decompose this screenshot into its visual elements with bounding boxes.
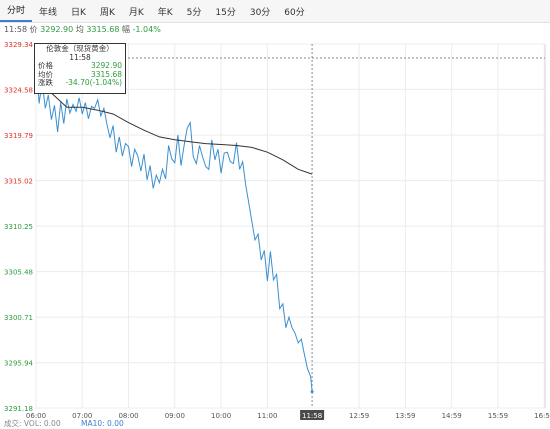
info-avg: 3315.68: [86, 25, 120, 34]
info-price: 3292.90: [40, 25, 74, 34]
tooltip-price-label: 价格: [38, 61, 53, 71]
x-tick-label: 07:00: [72, 412, 92, 420]
tooltip-avg-value: 3315.68: [90, 69, 122, 79]
chart-grid: [35, 43, 546, 409]
tooltip-change-value: -34.70(-1.04%): [65, 78, 122, 88]
period-tab-bar: 分时 年线 日K 周K 月K 年K 5分 15分 30分 60分: [0, 0, 550, 23]
tab-weekly-k[interactable]: 周K: [99, 8, 115, 18]
tab-5min[interactable]: 5分: [186, 8, 202, 18]
y-tick-label: 3329.34: [4, 41, 33, 49]
tooltip-time: 11:58: [69, 52, 91, 62]
x-tick-label: 08:00: [118, 412, 138, 420]
tab-15min[interactable]: 15分: [215, 8, 236, 18]
info-avg-label: 均: [75, 25, 84, 34]
tooltip-row-change: 涨跌 -34.70(-1.04%): [38, 79, 122, 88]
tooltip-row-avg: 均价 3315.68: [38, 69, 122, 80]
average-series-line: [35, 79, 313, 175]
y-tick-label: 3300.71: [4, 314, 33, 322]
y-tick-label: 3295.94: [4, 360, 33, 368]
y-tick-label: 3310.25: [4, 223, 33, 231]
volume-ma10: MA10: 0.00: [81, 419, 124, 428]
chart-series: [35, 57, 313, 392]
x-tick-label: 16:59: [534, 412, 550, 420]
tab-daily-k[interactable]: 日K: [71, 8, 86, 18]
tooltip-avg-label: 均价: [38, 69, 53, 79]
info-time: 11:58: [4, 25, 28, 34]
info-price-label: 价: [29, 25, 38, 34]
tab-yearly-k[interactable]: 年K: [157, 8, 173, 18]
info-chg-label: 幅: [121, 25, 130, 34]
price-series-line: [35, 57, 313, 392]
y-axis-labels: 3329.34 3324.58 3319.79 3315.02 3310.25 3305.…: [4, 41, 33, 413]
y-tick-label: 3291.18: [4, 405, 33, 413]
x-tick-label: 10:00: [211, 412, 231, 420]
tab-30min[interactable]: 30分: [249, 8, 271, 18]
x-tick-label: 15:59: [488, 412, 508, 420]
tooltip-change-label: 涨跌: [38, 78, 53, 88]
tooltip-row-price: 价格 3292.90: [38, 62, 122, 71]
tab-60min[interactable]: 60分: [284, 8, 305, 18]
quote-tooltip: 伦敦金（现货黄金） 11:58 价格 3292.90 均价 3315.68 涨跌…: [34, 43, 126, 94]
tab-monthly-k[interactable]: 月K: [128, 8, 144, 18]
volume-info: 成交: VOL: 0.00 MA10: 0.00: [4, 418, 124, 429]
x-tick-label: 14:59: [442, 412, 462, 420]
y-tick-label: 3315.02: [4, 178, 33, 186]
x-tick-label: 11:58: [302, 412, 322, 420]
y-tick-label: 3305.48: [4, 269, 33, 277]
current-time-badge: [300, 410, 325, 420]
volume-label: 成交: VOL: 0.00: [4, 419, 61, 428]
tab-intraday[interactable]: 分时: [0, 2, 33, 22]
tab-year-line[interactable]: 年线: [39, 8, 58, 18]
x-tick-label: 12:59: [349, 412, 369, 420]
tooltip-title: 伦敦金（现货黄金）: [46, 44, 114, 53]
x-axis-labels: 06:00 07:00 08:00 09:00 10:00 11:00 11:58 12:59…: [26, 410, 550, 420]
x-tick-label: 11:00: [257, 412, 277, 420]
y-tick-label: 3319.79: [4, 132, 33, 140]
quote-info-line: 11:58 价 3292.90 均 3315.68 幅 -1.04%: [4, 24, 161, 35]
crosshair-point: [310, 390, 314, 394]
y-tick-label: 3324.58: [4, 86, 33, 94]
info-change: -1.04%: [132, 25, 161, 34]
x-tick-label: 09:00: [165, 412, 185, 420]
x-tick-label: 06:00: [26, 412, 46, 420]
x-tick-label: 13:59: [395, 412, 415, 420]
tooltip-price-value: 3292.90: [90, 61, 122, 71]
